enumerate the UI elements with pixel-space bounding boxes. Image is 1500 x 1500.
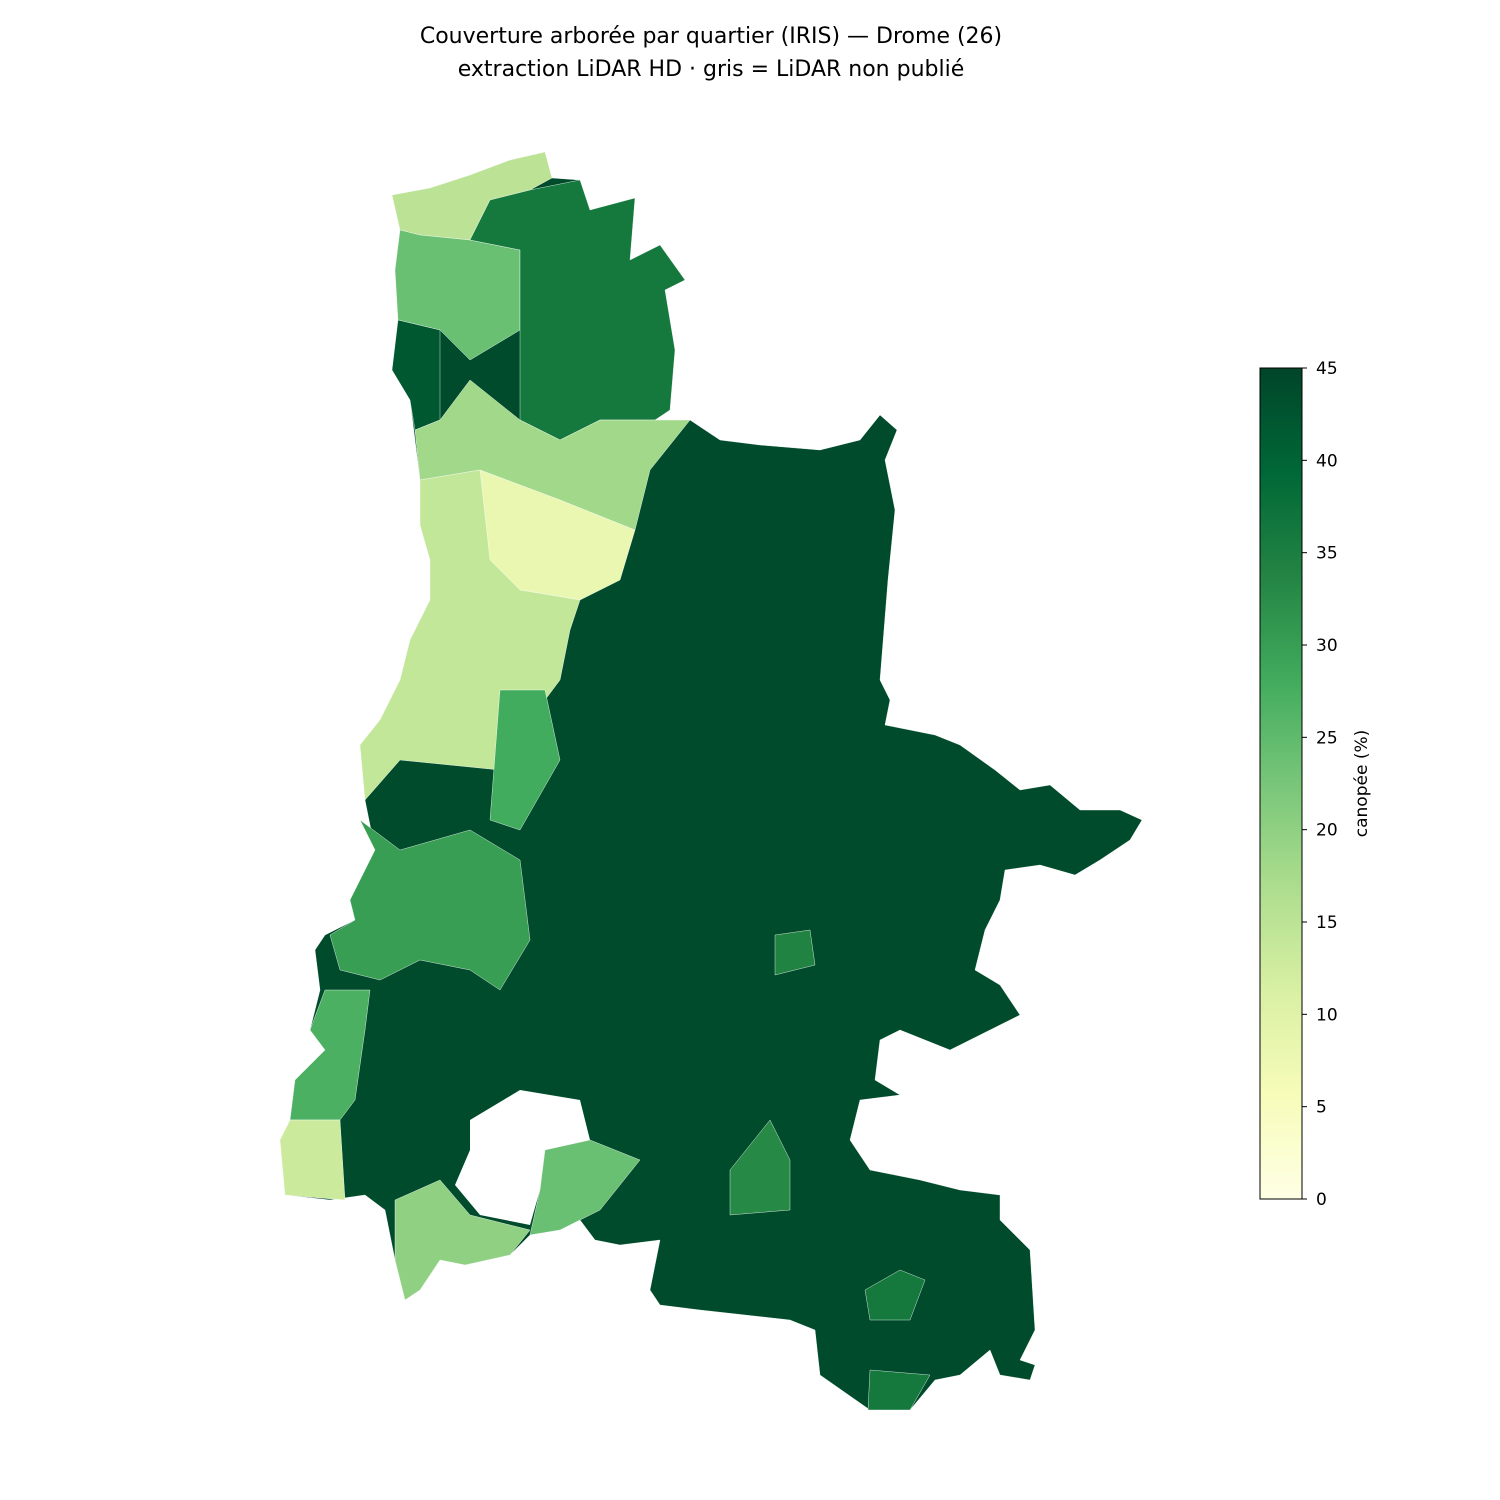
colorbar-tick-label: 30 [1316,636,1338,656]
region [394,1179,531,1301]
region [864,1269,926,1321]
colorbar-tick-label: 35 [1316,544,1338,564]
region [329,819,531,991]
colorbar-scale [1259,367,1303,1200]
colorbar-tick-label: 0 [1316,1190,1327,1210]
map-title: Couverture arborée par quartier (IRIS) —… [420,24,1002,49]
colorbar: 0 5 10 15 20 25 30 35 40 45 canopée (%) [1259,359,1372,1210]
region [279,1119,346,1201]
colorbar-tick-label: 5 [1316,1098,1327,1118]
region [391,319,441,431]
colorbar-tick-label: 20 [1316,821,1338,841]
region [469,179,686,441]
colorbar-tick-label: 45 [1316,359,1338,379]
map-regions [279,151,1143,1411]
colorbar-tick-label: 25 [1316,728,1338,748]
region [729,1119,791,1216]
region [867,1369,931,1411]
colorbar-tick-label: 15 [1316,913,1338,933]
colorbar-tick-label: 40 [1316,451,1338,471]
region [489,689,561,831]
colorbar-tick-label: 10 [1316,1005,1338,1025]
colorbar-label: canopée (%) [1352,730,1372,837]
region [394,229,521,361]
region [529,1139,641,1236]
region [774,929,816,976]
map-subtitle: extraction LiDAR HD · gris = LiDAR non p… [458,57,965,82]
excluded-area [455,1090,590,1225]
